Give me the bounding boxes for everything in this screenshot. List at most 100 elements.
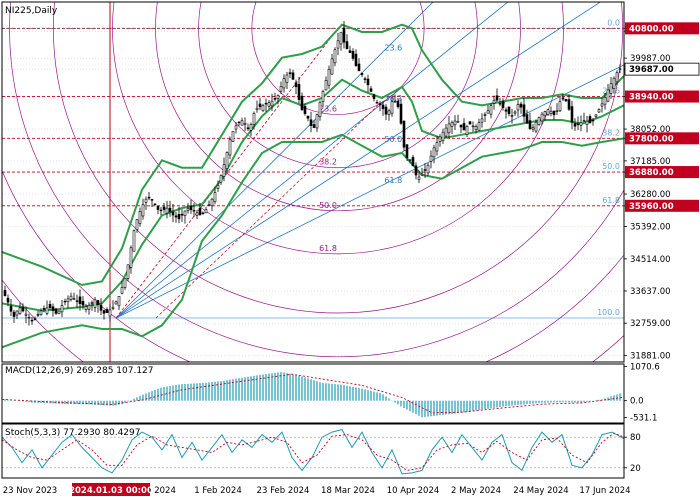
candle-body (81, 301, 85, 306)
price-axis-label: 37185.00 (630, 157, 671, 167)
candle-body (303, 105, 307, 114)
candle-body (264, 102, 268, 105)
macd-title: MACD(12,26,9) 269.285 107.127 (5, 366, 154, 376)
stoch-panel[interactable] (1, 429, 625, 475)
candle-body (528, 120, 532, 130)
candle-body (117, 296, 121, 307)
candle-body (282, 78, 286, 89)
candle-body (9, 305, 13, 312)
fib-arc (53, 2, 623, 314)
candle-body (552, 110, 556, 116)
candle-body (444, 127, 448, 137)
candle-body (576, 123, 580, 125)
candle-body (258, 103, 262, 108)
candle-body (246, 127, 250, 130)
candle-body (171, 211, 175, 216)
bollinger-lower (2, 133, 624, 349)
fib-fan-line (115, 2, 509, 319)
candle-body (219, 175, 223, 183)
candle-body (495, 95, 499, 101)
candle-body (570, 106, 574, 123)
candle-body (123, 277, 127, 288)
candle-body (474, 126, 478, 130)
candle-body (273, 98, 277, 100)
candle-body (57, 310, 61, 315)
candle-body (111, 306, 115, 309)
candle-body (207, 204, 211, 206)
date-axis-label: 17 Jun 2024 (579, 486, 630, 496)
candle-body (21, 306, 25, 312)
level-price-tag: 40800.00 (625, 22, 699, 35)
candle-body (348, 50, 352, 53)
candle-body (399, 103, 403, 124)
current-price-tag: 39687.00 (624, 62, 700, 76)
candle-body (204, 209, 208, 214)
candle-body (36, 314, 40, 316)
candle-body (120, 287, 124, 294)
fib-fan-label: 50.0 (384, 135, 402, 144)
level-price-tag-bg (625, 132, 699, 145)
date-axis-label: n 2024 (146, 486, 176, 496)
candle-body (63, 300, 67, 303)
candle-body (369, 88, 373, 92)
level-price-tag: 38940.00 (625, 90, 699, 103)
candle-body (480, 118, 484, 123)
candle-body (507, 106, 511, 115)
price-panel-frame (1, 1, 625, 363)
price-axis-label: 39987.00 (630, 54, 671, 64)
level-price-tag-bg (625, 22, 699, 35)
candle-body (567, 99, 571, 110)
candle-body (441, 131, 445, 142)
candle-body (51, 306, 55, 311)
candle-body (108, 309, 112, 317)
candle-body (324, 80, 328, 91)
candle-body (366, 78, 370, 86)
price-axis-label: 33637.00 (630, 287, 671, 297)
candle-body (351, 50, 355, 59)
candle-body (42, 308, 46, 310)
candle-body (519, 103, 523, 108)
candle-body (174, 215, 178, 218)
candle-body (39, 310, 43, 315)
candle-body (93, 299, 97, 308)
fib-arc (2, 279, 624, 362)
macd-panel[interactable] (1, 372, 625, 418)
candle-body (45, 307, 49, 314)
candle-body (597, 109, 601, 113)
candle-body (579, 122, 583, 126)
candle-body (456, 121, 460, 123)
candle-body (27, 316, 31, 319)
macd-axis-label: 0.0 (630, 397, 644, 407)
candle-body (99, 304, 103, 311)
candle-body (237, 121, 241, 124)
candle-body (426, 164, 430, 174)
level-price-tag: 35960.00 (625, 199, 699, 212)
candle-body (54, 308, 58, 314)
candle-body (156, 205, 160, 210)
candle-body (336, 40, 340, 49)
candle-body (66, 298, 70, 303)
candle-body (162, 206, 166, 210)
price-axis-label: 34514.00 (630, 255, 671, 265)
candle-body (477, 122, 481, 131)
fib-arc-label: 38.2 (319, 158, 337, 167)
candle-body (360, 72, 364, 75)
candle-body (462, 123, 466, 131)
candle-body (285, 74, 289, 83)
candle-body (543, 111, 547, 116)
candle-body (126, 264, 130, 279)
fib-trend-line-2 (155, 105, 379, 319)
candle-body (345, 41, 349, 50)
fib-arc (112, 2, 564, 255)
candle-body (84, 306, 88, 310)
candle-body (561, 97, 565, 100)
candle-body (486, 110, 490, 114)
candle-body (132, 230, 136, 252)
candle-body (3, 289, 7, 296)
candle-body (315, 114, 319, 129)
